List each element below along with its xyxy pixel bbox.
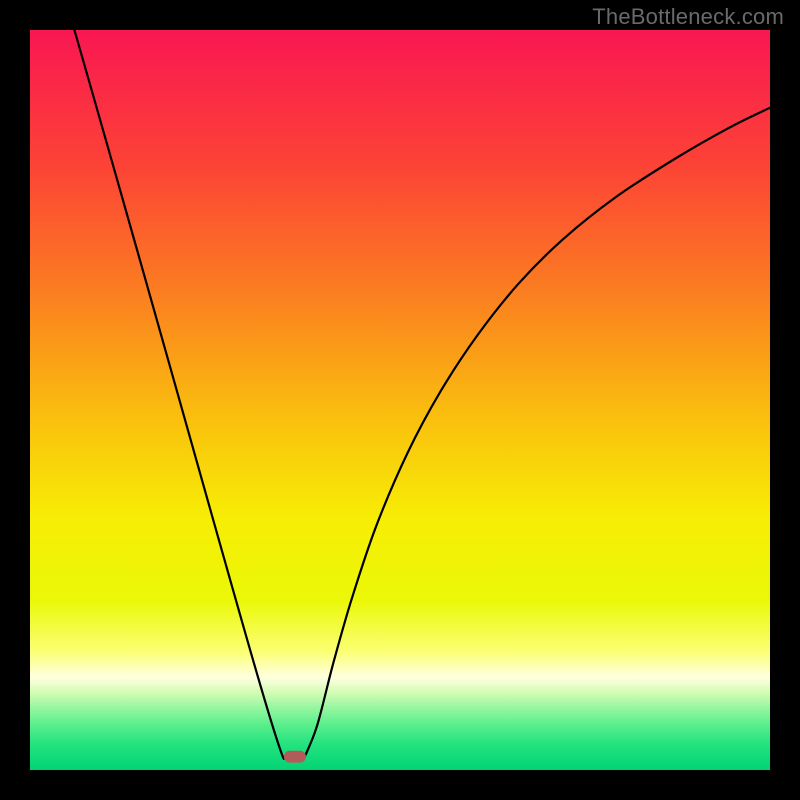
chart-frame: TheBottleneck.com bbox=[0, 0, 800, 800]
watermark-text: TheBottleneck.com bbox=[592, 4, 784, 30]
plot-area bbox=[30, 30, 770, 770]
plot-svg bbox=[30, 30, 770, 770]
minimum-marker bbox=[284, 751, 306, 763]
plot-background bbox=[30, 30, 770, 770]
